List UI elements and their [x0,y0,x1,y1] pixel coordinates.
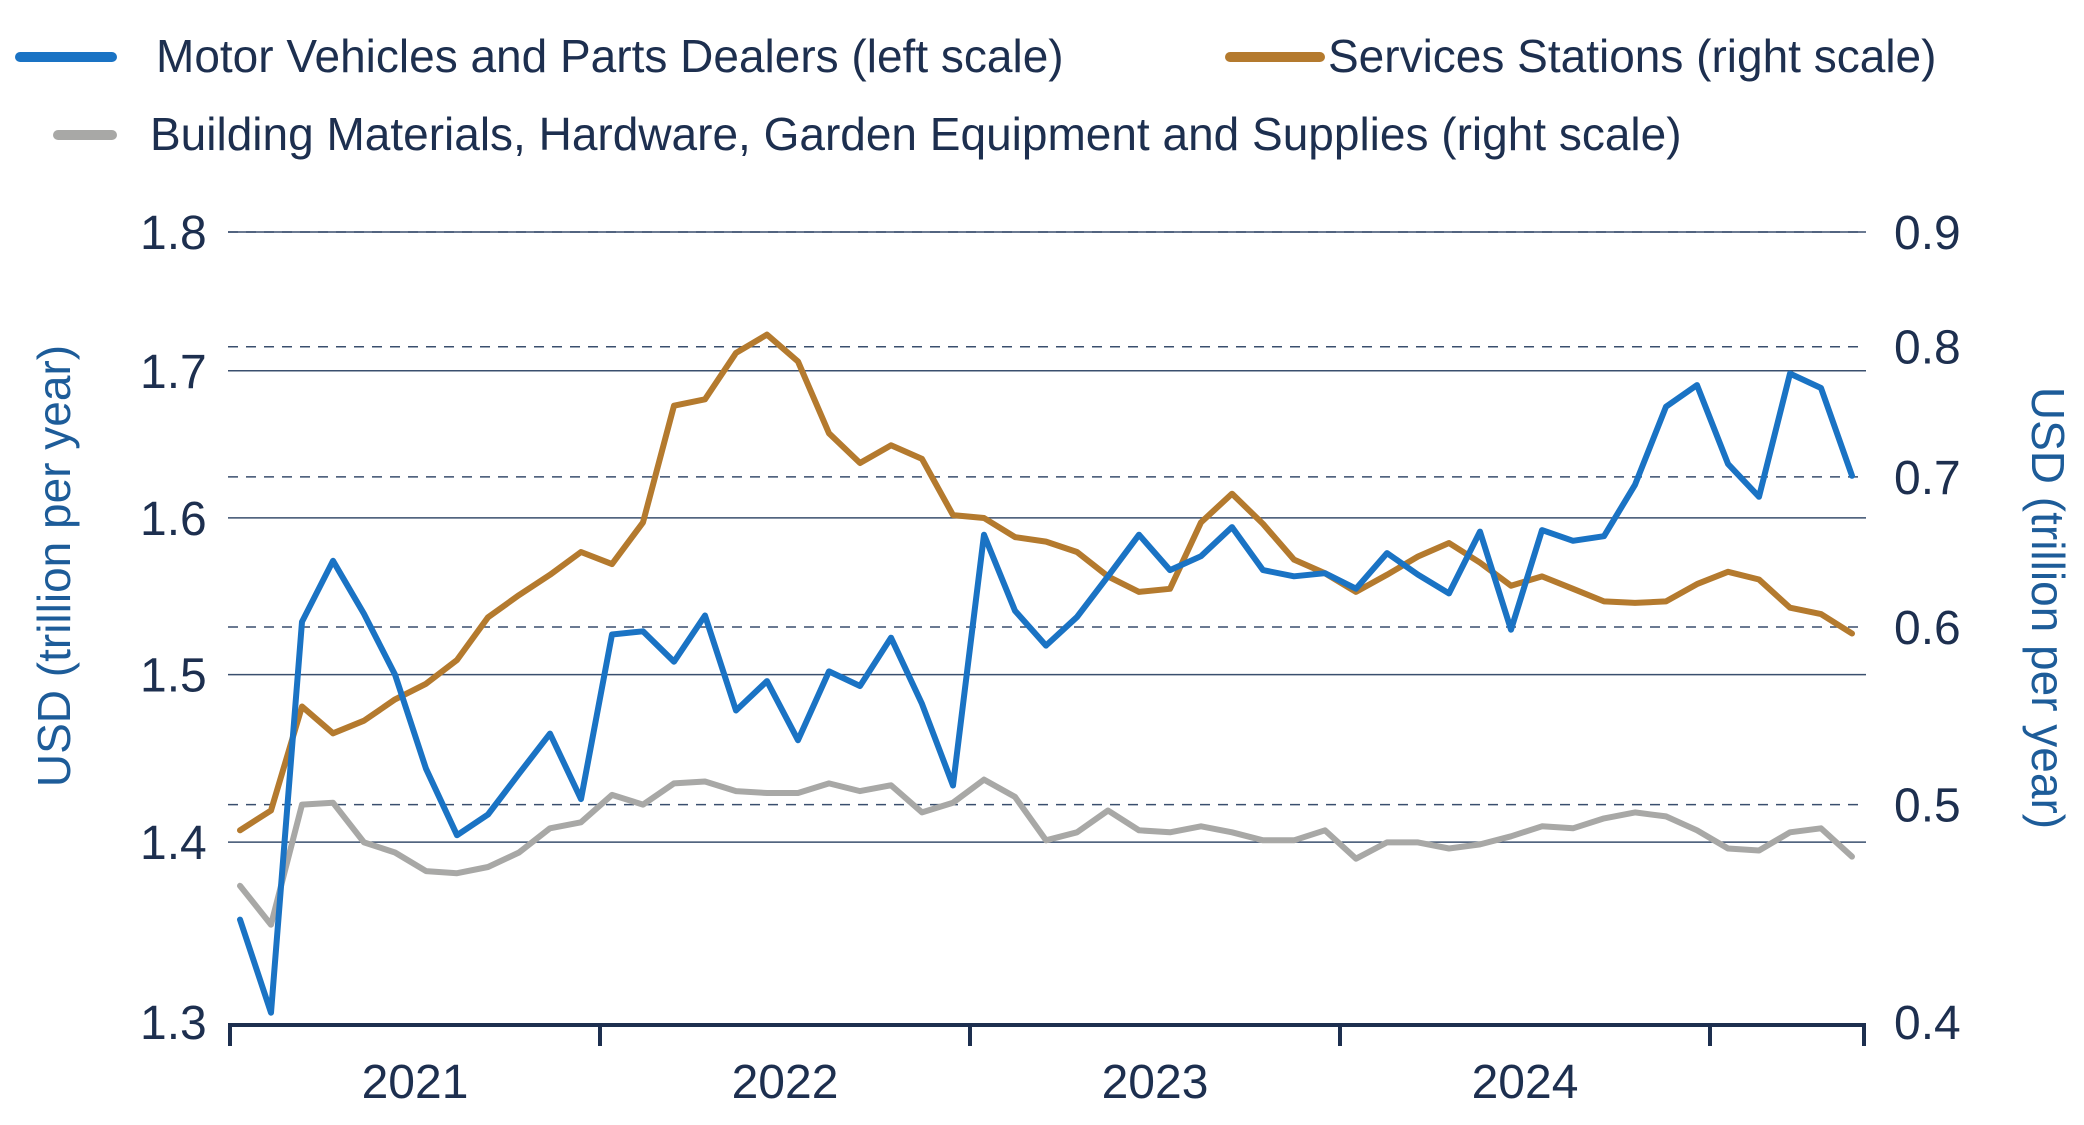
legend: Motor Vehicles and Parts Dealers (left s… [15,30,1936,160]
right-tick-label-0.7: 0.7 [1894,452,1961,505]
left-tick-label-1.5: 1.5 [140,650,207,703]
x-tick-label-2024: 2024 [1472,1056,1579,1109]
left-tick-label-1.4: 1.4 [140,817,207,870]
right-axis-title: USD (trillion per year) [2022,387,2074,829]
right-axis-ticks: 0.4 0.5 0.6 0.7 0.8 0.9 [1894,207,1961,1050]
x-axis: 2021 2022 2023 2024 [228,1023,1866,1109]
series-line-services-stations [237,331,1855,834]
left-tick-label-1.3: 1.3 [140,997,207,1050]
right-tick-label-0.9: 0.9 [1894,207,1961,260]
left-axis-ticks: 1.3 1.4 1.5 1.6 1.7 1.8 [140,207,207,1050]
x-tick-label-2022: 2022 [732,1056,839,1109]
right-tick-label-0.5: 0.5 [1894,780,1961,833]
right-tick-label-0.6: 0.6 [1894,602,1961,655]
legend-label-service-stations: Services Stations (right scale) [1328,30,1936,82]
series-line-motor-vehicles-and-parts-dealers [237,370,1855,1016]
gridlines [228,231,1866,843]
right-tick-label-0.8: 0.8 [1894,322,1961,375]
left-tick-label-1.8: 1.8 [140,207,207,260]
left-axis-title: USD (trillion per year) [28,345,80,787]
left-tick-label-1.7: 1.7 [140,346,207,399]
left-tick-label-1.6: 1.6 [140,493,207,546]
series-line-building-materials-hardware-garden-equipment-and-supplies [237,776,1855,928]
x-tick-label-2021: 2021 [362,1056,469,1109]
series-layer [237,331,1855,1016]
x-tick-label-2023: 2023 [1102,1056,1209,1109]
legend-label-motor-vehicles: Motor Vehicles and Parts Dealers (left s… [156,30,1064,82]
legend-label-building-materials: Building Materials, Hardware, Garden Equ… [150,108,1682,160]
right-tick-label-0.4: 0.4 [1894,997,1961,1050]
